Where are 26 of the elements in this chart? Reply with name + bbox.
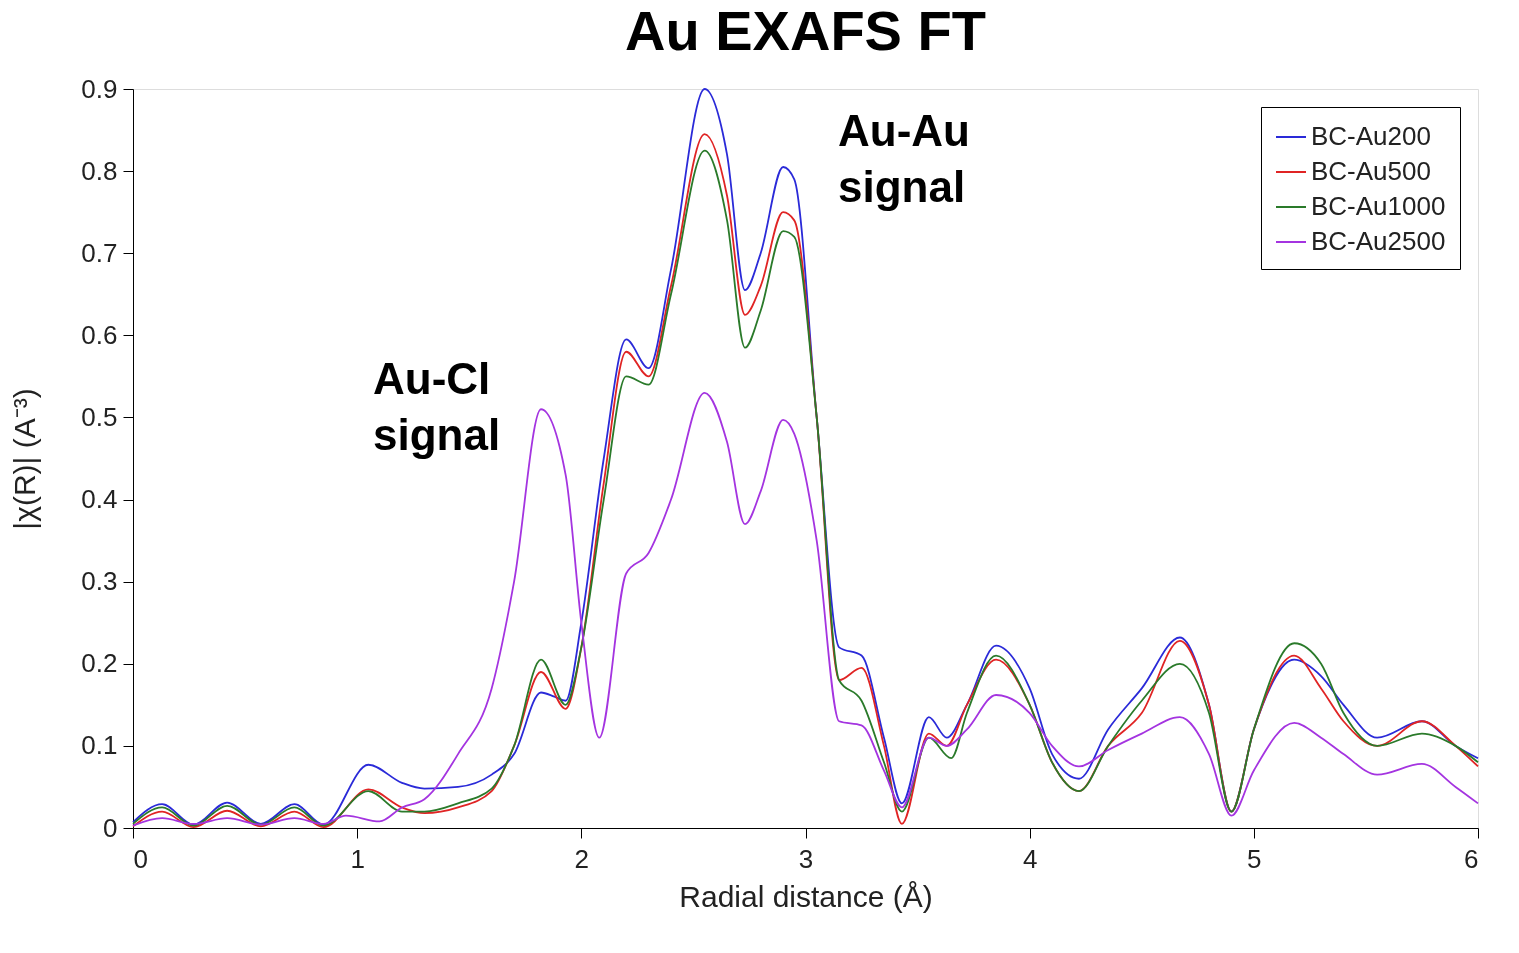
y-tick-label: 0.1 xyxy=(81,730,118,761)
x-tick-label: 5 xyxy=(1247,843,1262,874)
x-tick-label: 0 xyxy=(133,843,148,874)
y-axis-title: |χ(R)| (A⁻³) xyxy=(8,388,42,530)
y-tick-label: 0.4 xyxy=(81,484,118,515)
annotation: Au-Cl signal xyxy=(373,354,501,459)
annotation: Au-Au signal xyxy=(838,106,970,211)
y-tick-label: 0.5 xyxy=(81,401,118,432)
legend-label: BC-Au2500 xyxy=(1311,226,1446,256)
x-tick-label: 4 xyxy=(1022,843,1038,874)
y-tick-label: 0 xyxy=(103,812,118,843)
legend-label: BC-Au1000 xyxy=(1311,191,1446,221)
x-axis-title: Radial distance (Å) xyxy=(679,879,933,913)
legend-label: BC-Au500 xyxy=(1311,156,1431,186)
chart-title: Au EXAFS FT xyxy=(625,0,986,62)
y-tick-label: 0.2 xyxy=(81,648,118,679)
y-tick-label: 0.6 xyxy=(81,319,118,350)
x-tick-label: 1 xyxy=(350,843,365,874)
y-tick-label: 0.9 xyxy=(81,73,118,104)
legend-label: BC-Au200 xyxy=(1311,121,1431,151)
x-tick-label: 6 xyxy=(1464,843,1479,874)
y-tick-label: 0.7 xyxy=(81,237,118,268)
y-tick-label: 0.3 xyxy=(81,566,118,597)
x-tick-label: 3 xyxy=(798,843,814,874)
x-tick-label: 2 xyxy=(574,843,590,874)
y-tick-label: 0.8 xyxy=(81,155,118,186)
